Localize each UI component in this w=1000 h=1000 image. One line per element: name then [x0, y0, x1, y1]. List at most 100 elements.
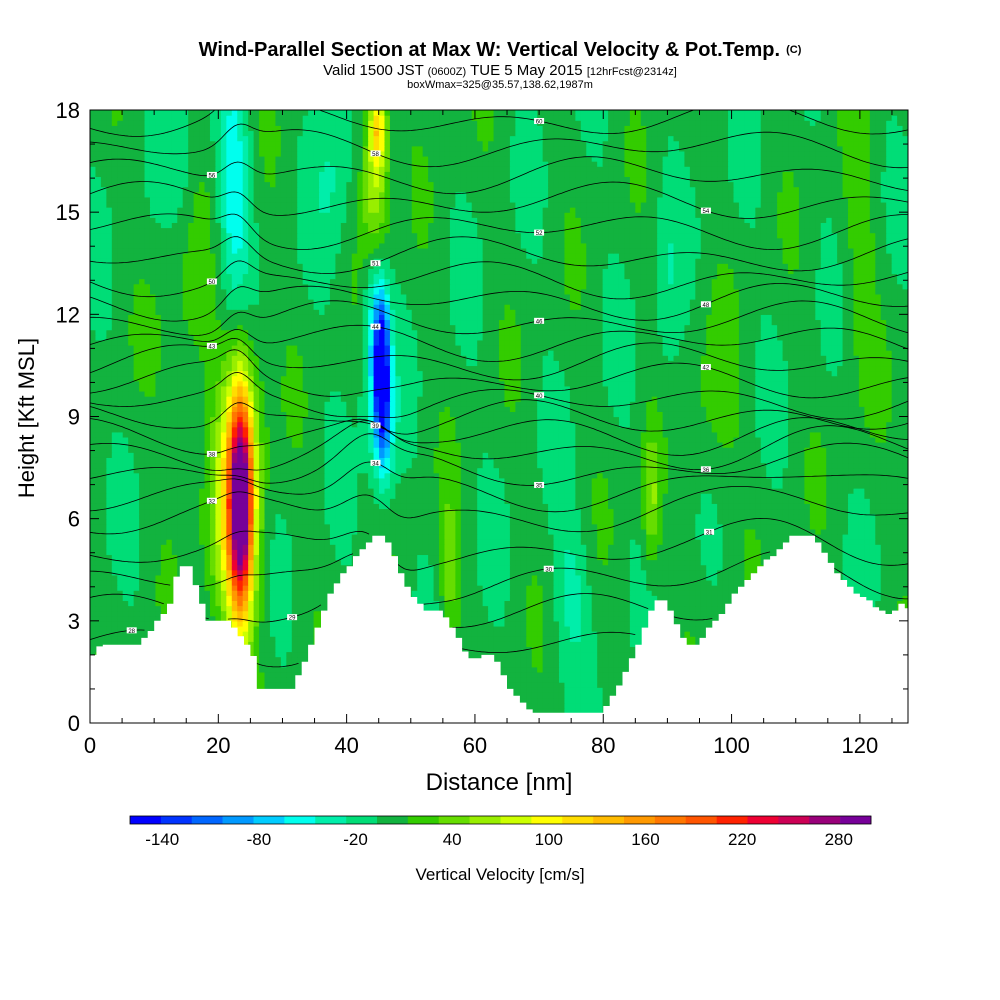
field-cell: [499, 569, 506, 576]
field-cell: [259, 666, 266, 673]
field-cell: [237, 564, 244, 571]
field-cell: [575, 569, 582, 576]
field-cell: [548, 610, 555, 617]
field-cell: [144, 590, 151, 596]
field-cell: [444, 564, 451, 571]
field-cell: [499, 646, 506, 653]
field-cell: [526, 636, 533, 642]
field-cell: [286, 656, 293, 663]
field-cell: [586, 559, 593, 566]
field-cell: [575, 682, 582, 688]
field-cell: [531, 687, 538, 693]
field-cell: [673, 564, 680, 571]
field-cell: [684, 615, 691, 622]
field-cell: [629, 646, 636, 653]
field-cell: [733, 579, 740, 586]
field-cell: [302, 646, 309, 653]
field-cell: [106, 585, 113, 591]
field-cell: [564, 610, 571, 617]
field-cell: [520, 646, 527, 653]
field-cell: [695, 625, 702, 632]
field-cell: [471, 636, 478, 642]
field-cell: [597, 707, 604, 714]
field-cell: [160, 610, 167, 617]
field-cell: [558, 615, 566, 622]
field-cell: [466, 605, 473, 612]
field-cell: [297, 605, 304, 612]
field-cell: [597, 646, 604, 653]
field-cell: [558, 697, 566, 704]
field-cell: [248, 605, 255, 612]
field-cell: [215, 590, 222, 596]
field-cell: [673, 569, 680, 576]
field-cell: [417, 559, 424, 566]
field-cell: [417, 554, 424, 561]
field-cell: [869, 569, 876, 576]
field-cell: [264, 579, 271, 586]
field-cell: [526, 671, 533, 678]
field-cell: [259, 646, 266, 653]
field-cell: [199, 549, 206, 556]
field-cell: [646, 585, 653, 591]
field-cell: [526, 615, 533, 622]
field-cell: [139, 610, 146, 617]
field-cell: [308, 569, 315, 576]
field-cell: [591, 666, 598, 673]
field-cell: [515, 651, 522, 658]
field-cell: [199, 590, 206, 596]
field-cell: [264, 646, 271, 653]
field-cell: [422, 554, 429, 561]
field-cell: [515, 579, 522, 586]
field-cell: [515, 661, 522, 668]
field-cell: [564, 666, 571, 673]
field-cell: [259, 600, 266, 607]
field-cell: [428, 564, 435, 571]
field-cell: [608, 677, 615, 683]
field-cell: [733, 564, 740, 571]
field-cell: [280, 615, 287, 622]
field-cell: [231, 579, 238, 586]
field-cell: [569, 559, 576, 566]
field-cell: [319, 605, 326, 612]
field-cell: [569, 631, 576, 637]
field-cell: [139, 554, 146, 561]
field-cell: [689, 585, 696, 591]
field-cell: [640, 595, 647, 601]
field-cell: [689, 625, 696, 632]
field-cell: [199, 579, 206, 586]
field-cell: [275, 661, 282, 668]
field-cell: [553, 605, 560, 612]
field-cell: [149, 615, 157, 622]
field-cell: [613, 590, 620, 596]
field-cell: [128, 564, 135, 571]
field-cell: [226, 605, 233, 612]
field-cell: [493, 554, 500, 561]
field-cell: [259, 595, 266, 601]
field-cell: [553, 610, 560, 617]
field-cell: [580, 661, 587, 668]
field-cell: [95, 636, 102, 642]
field-cell: [700, 579, 707, 586]
field-cell: [406, 554, 413, 561]
field-cell: [460, 625, 467, 632]
field-cell: [439, 590, 446, 596]
field-cell: [269, 631, 277, 637]
field-cell: [291, 579, 298, 586]
field-cell: [689, 574, 696, 581]
field-cell: [286, 595, 293, 601]
field-cell: [575, 590, 582, 596]
field-cell: [635, 631, 642, 637]
field-cell: [608, 646, 615, 653]
field-cell: [149, 549, 157, 556]
field-cell: [657, 585, 664, 591]
field-cell: [237, 600, 244, 607]
field-cell: [346, 554, 353, 561]
field-cell: [553, 554, 560, 561]
field-cell: [520, 661, 527, 668]
field-cell: [139, 620, 146, 627]
field-cell: [591, 554, 598, 561]
field-cell: [493, 579, 500, 586]
field-cell: [499, 625, 506, 632]
field-cell: [858, 569, 865, 576]
field-cell: [624, 595, 631, 601]
